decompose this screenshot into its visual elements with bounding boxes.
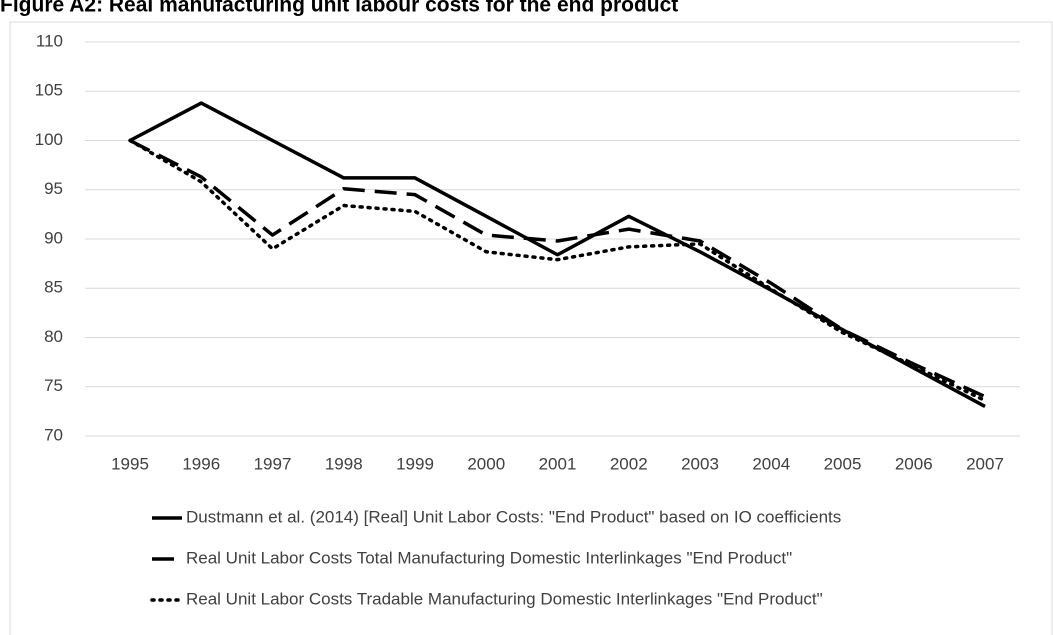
x-tick-label: 2001 <box>539 454 577 473</box>
chart-title: Figure A2: Real manufacturing unit labou… <box>0 0 678 17</box>
x-tick-label: 1997 <box>254 454 292 473</box>
y-tick-label: 105 <box>35 81 63 100</box>
x-tick-label: 2007 <box>966 454 1004 473</box>
x-tick-label: 2002 <box>610 454 648 473</box>
chart-border <box>9 21 1053 635</box>
y-tick-label: 95 <box>44 179 63 198</box>
x-tick-label: 1996 <box>182 454 220 473</box>
y-tick-label: 100 <box>35 130 63 149</box>
x-tick-label: 1999 <box>396 454 434 473</box>
x-tick-label: 2004 <box>752 454 790 473</box>
data-line <box>129 101 986 408</box>
y-tick-label: 90 <box>44 228 63 247</box>
x-tick-label: 2006 <box>895 454 933 473</box>
y-tick-label: 110 <box>36 31 63 50</box>
legend-label: Real Unit Labor Costs Total Manufacturin… <box>186 548 792 567</box>
x-tick-label: 1995 <box>111 454 149 473</box>
y-tick-label: 85 <box>44 278 63 297</box>
data-line <box>129 138 986 399</box>
x-tick-label: 1998 <box>325 454 363 473</box>
x-tick-label: 2005 <box>824 454 862 473</box>
legend-label: Dustmann et al. (2014) [Real] Unit Labor… <box>186 507 841 526</box>
y-tick-label: 70 <box>44 425 63 444</box>
data-line <box>128 138 987 403</box>
y-tick-label: 75 <box>44 376 63 395</box>
x-tick-label: 2003 <box>681 454 719 473</box>
x-tick-label: 2000 <box>467 454 505 473</box>
legend-label: Real Unit Labor Costs Tradable Manufactu… <box>186 589 823 608</box>
y-tick-label: 80 <box>44 327 63 346</box>
